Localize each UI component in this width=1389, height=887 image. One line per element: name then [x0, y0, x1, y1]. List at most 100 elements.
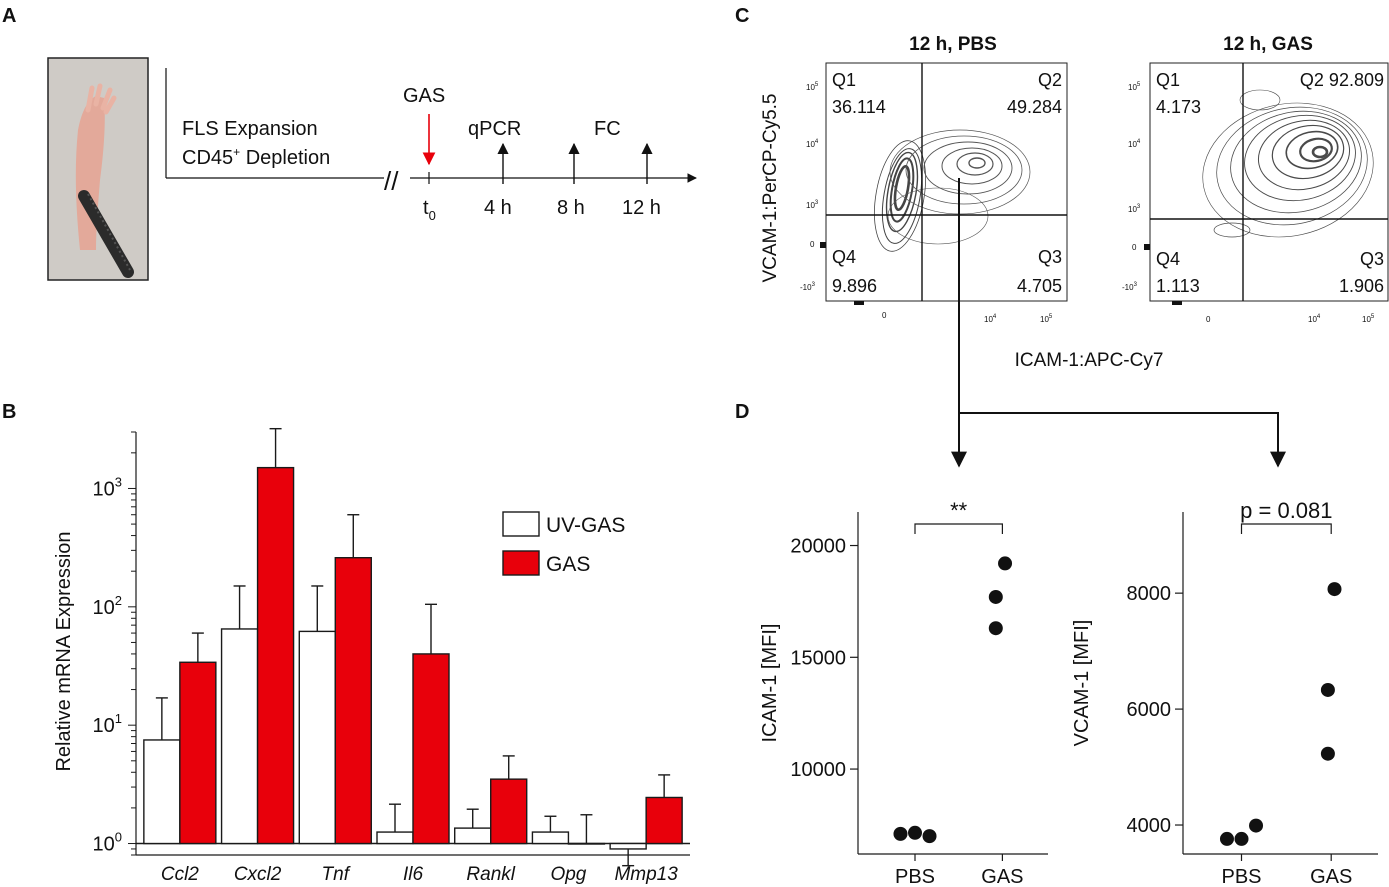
gas-q4-value: 1.113	[1156, 276, 1200, 296]
legend-swatch-gas	[502, 550, 540, 576]
bar-ytick-label: 103	[93, 474, 122, 500]
dot-xtick-label: GAS	[1310, 866, 1352, 887]
dot-xtick-label: PBS	[1221, 866, 1261, 887]
bar-gas	[334, 557, 372, 845]
bar-gas	[567, 842, 606, 845]
contour-cluster-q4q1	[874, 140, 926, 252]
pbs-q2-value: 49.284	[1007, 97, 1062, 117]
dot-ytick-label: 10000	[790, 759, 846, 781]
fc-label: FC	[594, 118, 621, 140]
bar-category-label: Tnf	[322, 864, 351, 885]
qpcr-label: qPCR	[468, 118, 521, 140]
legend-label-gas: GAS	[546, 553, 590, 576]
data-point-pbs	[1249, 818, 1264, 833]
gas-ytick-0: 0	[1132, 243, 1137, 252]
significance-label: p = 0.081	[1240, 498, 1332, 523]
connector-arrows	[951, 178, 1286, 468]
bar-ylabel: Relative mRNA Expression	[53, 531, 75, 771]
bar-gas	[645, 796, 683, 845]
bar-ytick-exp: 2	[115, 593, 122, 608]
pbs-xtick-0: 0	[882, 311, 887, 320]
bar-category-label: Opg	[550, 864, 586, 885]
pbs-q1: Q1	[832, 70, 856, 90]
panel-label-b: B	[2, 401, 16, 423]
gas-q3: Q3	[1360, 249, 1384, 269]
significance-bracket	[1240, 523, 1332, 534]
bar-uv-gas	[376, 831, 414, 845]
dot-ytick-label: 6000	[1127, 699, 1172, 721]
gas-q1: Q1	[1156, 70, 1180, 90]
dot-ytick-label: 20000	[790, 536, 846, 558]
dot-ytick-label: 4000	[1127, 815, 1172, 837]
gas-xtick-0: 0	[1206, 315, 1211, 324]
bar-category-label: Cxcl2	[234, 864, 282, 885]
bar-category-label: Il6	[403, 864, 424, 885]
gas-ytick-1e4: 104	[1128, 139, 1141, 149]
dot-xtick-label: PBS	[895, 866, 935, 887]
timeline-break: //	[384, 166, 399, 196]
bar-uv-gas	[143, 739, 181, 845]
bar-uv-gas	[220, 628, 259, 845]
facs-ylabel: VCAM-1:PerCP-Cy5.5	[760, 94, 781, 283]
bar-gas	[412, 653, 450, 845]
bar-category-label: Mmp13	[614, 864, 678, 885]
contour-cluster-q2	[887, 129, 1031, 245]
gas-xtick-1e5: 105	[1362, 314, 1375, 324]
gas-q1-value: 4.173	[1156, 97, 1201, 117]
legend-swatch-uv-gas	[502, 511, 540, 537]
bar-ytick-exp: 1	[115, 711, 122, 726]
facs-title-gas: 12 h, GAS	[1223, 34, 1313, 55]
gas-ytick-neg1e3: -103	[1122, 282, 1138, 292]
bar-ytick-base: 10	[93, 597, 115, 619]
data-point-pbs	[1219, 831, 1234, 846]
pbs-q4: Q4	[832, 247, 856, 267]
dot-xtick-label: GAS	[981, 866, 1023, 887]
data-point-gas	[1327, 582, 1342, 597]
bar-ytick-exp: 0	[115, 830, 122, 845]
scatter-icam1: 10000 15000 20000 ICAM-1 [MFI] PBS GAS **	[759, 498, 1048, 887]
panel-label-a: A	[2, 5, 16, 27]
pbs-ytick-1e4: 104	[806, 139, 819, 149]
t8h-label: 8 h	[557, 197, 585, 219]
pbs-ytick-0: 0	[810, 240, 815, 249]
data-point-gas	[988, 589, 1003, 604]
pbs-q2: Q2	[1038, 70, 1062, 90]
data-point-pbs	[893, 826, 908, 841]
bar-ytick-label: 100	[93, 830, 122, 856]
pbs-q3: Q3	[1038, 247, 1062, 267]
bar-category-label: Rankl	[466, 864, 515, 885]
bar-ytick-label: 101	[93, 711, 122, 737]
t12h-label: 12 h	[622, 197, 661, 219]
bar-gas	[179, 661, 217, 845]
pbs-ytick-neg1e3: -103	[800, 282, 816, 292]
legend-label-uv-gas: UV-GAS	[546, 514, 625, 537]
timeline: //	[165, 68, 697, 196]
pbs-q1-value: 36.114	[832, 97, 886, 117]
bar-uv-gas	[609, 842, 647, 850]
facs-plot-pbs: 12 h, PBS Q1 36.114 Q2 49.284 Q4 9.896 Q…	[800, 34, 1068, 324]
bar-ytick-base: 10	[93, 834, 115, 856]
bar-gas	[256, 466, 295, 845]
pbs-xtick-1e5: 105	[1040, 314, 1053, 324]
dot-ytick-label: 15000	[790, 647, 846, 669]
facs-title-pbs: 12 h, PBS	[909, 34, 997, 55]
pbs-ytick-1e5: 105	[806, 82, 819, 92]
data-point-pbs	[922, 829, 937, 844]
significance-label: **	[950, 498, 968, 523]
gas-q4: Q4	[1156, 249, 1180, 269]
gas-q2: Q2 92.809	[1300, 70, 1384, 90]
panel-label-d: D	[735, 401, 749, 423]
contour-cluster-gas-q2	[1202, 89, 1374, 238]
gas-xtick-1e4: 104	[1308, 314, 1321, 324]
tissue-photo	[47, 57, 149, 281]
data-point-gas	[1320, 746, 1335, 761]
dot-ylabel: VCAM-1 [MFI]	[1071, 620, 1093, 747]
bar-ytick-base: 10	[93, 715, 115, 737]
bar-ytick-label: 102	[93, 593, 122, 619]
pbs-xtick-1e4: 104	[984, 314, 997, 324]
bar-uv-gas	[531, 831, 570, 845]
pbs-q3-value: 4.705	[1017, 276, 1062, 296]
step-cd45-depletion: CD45+ Depletion	[182, 145, 330, 169]
